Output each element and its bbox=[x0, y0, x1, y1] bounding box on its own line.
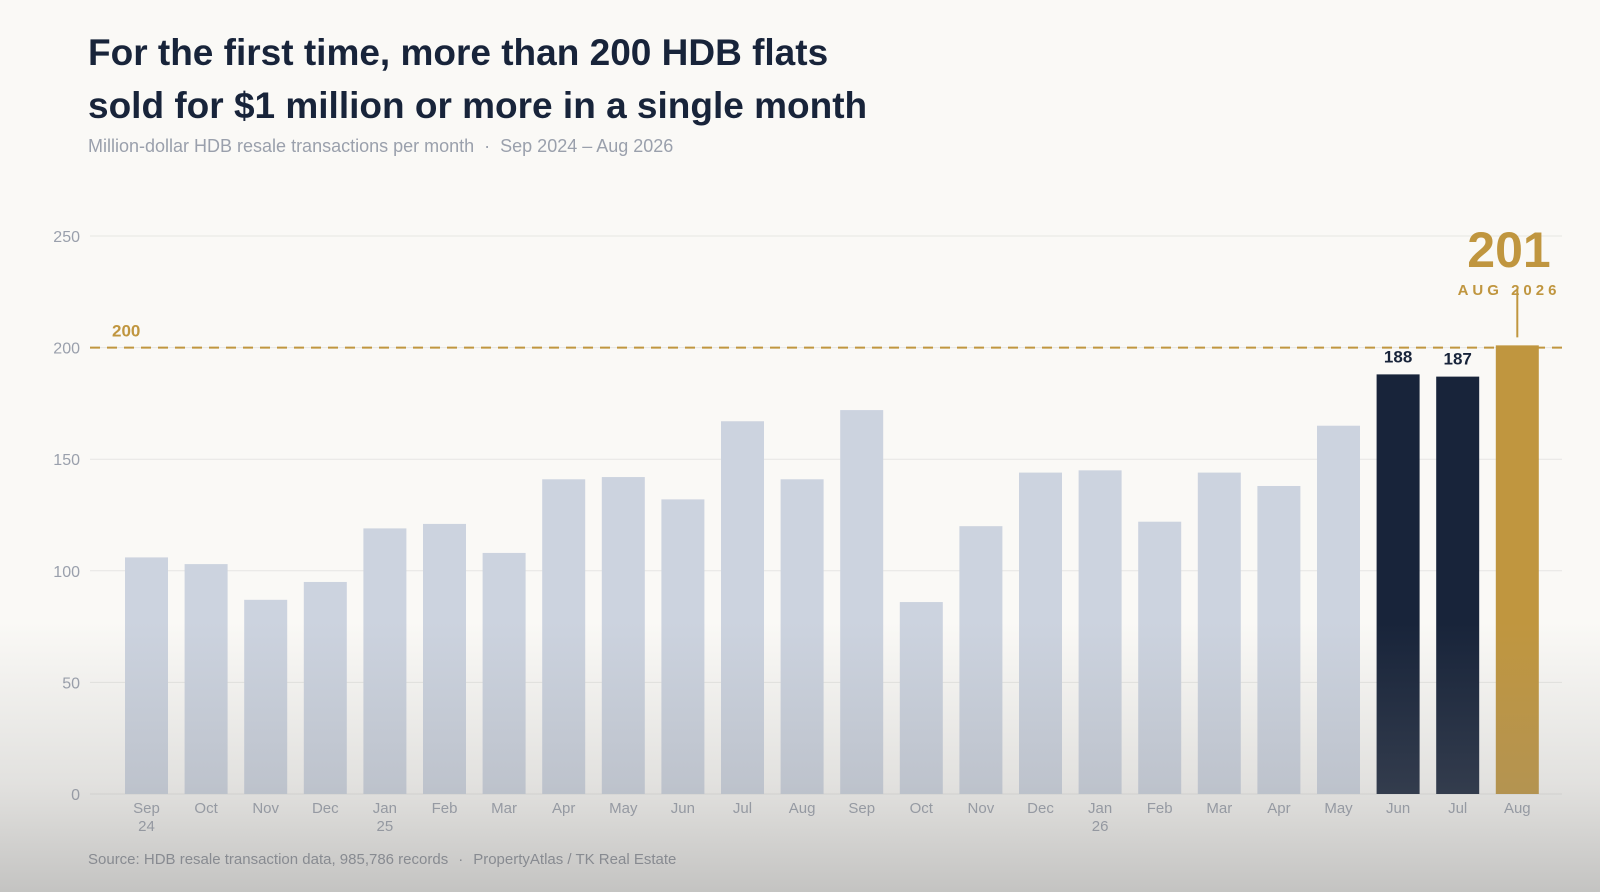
x-tick-label-8: May bbox=[609, 800, 638, 817]
x-tick-label-16: Jan bbox=[1088, 800, 1112, 817]
source-separator: · bbox=[458, 851, 464, 868]
x-tick-label-15: Dec bbox=[1027, 800, 1054, 817]
x-tick-label-17: Feb bbox=[1147, 800, 1173, 817]
chart-title-line-1: For the first time, more than 200 HDB fl… bbox=[88, 32, 829, 73]
x-tick-label-3: Dec bbox=[312, 800, 339, 817]
bar-5 bbox=[423, 523, 466, 794]
x-tick-label-11: Aug bbox=[789, 800, 816, 817]
x-tick-label-6: Mar bbox=[491, 800, 517, 817]
y-tick-label-200: 200 bbox=[53, 341, 80, 358]
reference-line-label: 200 bbox=[112, 322, 140, 341]
subtitle-separator: · bbox=[484, 136, 491, 156]
bar-13 bbox=[899, 602, 943, 794]
x-tick-label-4: Jan bbox=[373, 800, 397, 817]
x-tick-label-1: Oct bbox=[194, 800, 218, 817]
x-tick-label-21: Jun bbox=[1386, 800, 1410, 817]
x-tick-label-0: Sep bbox=[133, 800, 160, 817]
bar-23 bbox=[1495, 345, 1539, 794]
bar-0 bbox=[125, 557, 168, 794]
y-tick-label-100: 100 bbox=[53, 564, 80, 581]
subtitle-date-range: Sep 2024 – Aug 2026 bbox=[500, 136, 674, 156]
x-tick-label-22: Jul bbox=[1448, 800, 1467, 817]
bar-12 bbox=[840, 410, 884, 794]
x-tick-label-23: Aug bbox=[1504, 800, 1531, 817]
bar-3 bbox=[303, 581, 347, 794]
bar-22 bbox=[1436, 376, 1480, 794]
bar-20 bbox=[1317, 425, 1360, 794]
chart-title: For the first time, more than 200 HDB fl… bbox=[88, 26, 1088, 132]
y-tick-label-150: 150 bbox=[53, 452, 80, 469]
bar-16 bbox=[1078, 470, 1122, 794]
x-tick-label-13: Oct bbox=[910, 800, 934, 817]
bar-8 bbox=[601, 477, 645, 794]
source-text: Source: HDB resale transaction data, 985… bbox=[88, 851, 449, 868]
source-note: Source: HDB resale transaction data, 985… bbox=[88, 851, 676, 868]
x-tick-label-12: Sep bbox=[848, 800, 875, 817]
data-label-21: 188 bbox=[1384, 347, 1412, 366]
x-tick-label-18: Mar bbox=[1206, 800, 1232, 817]
x-tick-year-label-16: 26 bbox=[1092, 818, 1109, 835]
bar-14 bbox=[959, 526, 1003, 794]
callout-value: 201 bbox=[1467, 222, 1550, 278]
x-tick-label-9: Jun bbox=[671, 800, 695, 817]
callout-caption: AUG 2026 bbox=[1458, 282, 1561, 299]
chart-title-line-2: sold for $1 million or more in a single … bbox=[88, 85, 868, 126]
x-tick-year-label-0: 24 bbox=[138, 818, 155, 835]
x-tick-label-14: Nov bbox=[968, 800, 995, 817]
source-credit: PropertyAtlas / TK Real Estate bbox=[473, 851, 677, 868]
x-tick-label-19: Apr bbox=[1267, 800, 1290, 817]
subtitle-measure: Million-dollar HDB resale transactions p… bbox=[88, 136, 475, 156]
bar-9 bbox=[661, 499, 705, 794]
bar-19 bbox=[1257, 485, 1301, 794]
x-tick-label-7: Apr bbox=[552, 800, 575, 817]
bar-10 bbox=[721, 421, 764, 794]
bar-7 bbox=[542, 479, 586, 794]
x-tick-label-10: Jul bbox=[733, 800, 752, 817]
x-tick-label-2: Nov bbox=[252, 800, 279, 817]
chart-subtitle: Million-dollar HDB resale transactions p… bbox=[88, 136, 673, 157]
bar-4 bbox=[363, 528, 407, 794]
bar-11 bbox=[780, 479, 824, 794]
y-tick-label-0: 0 bbox=[71, 787, 80, 804]
y-tick-label-250: 250 bbox=[53, 229, 80, 246]
bar-2 bbox=[244, 599, 288, 794]
data-label-22: 187 bbox=[1444, 350, 1472, 369]
x-tick-label-5: Feb bbox=[432, 800, 458, 817]
y-tick-label-50: 50 bbox=[62, 675, 80, 692]
x-tick-year-label-4: 25 bbox=[377, 818, 394, 835]
bar-17 bbox=[1138, 521, 1182, 794]
bar-15 bbox=[1019, 472, 1062, 794]
x-tick-label-20: May bbox=[1324, 800, 1353, 817]
bar-21 bbox=[1376, 374, 1420, 794]
bar-6 bbox=[482, 552, 526, 794]
bar-1 bbox=[184, 564, 228, 794]
bar-18 bbox=[1197, 472, 1241, 794]
